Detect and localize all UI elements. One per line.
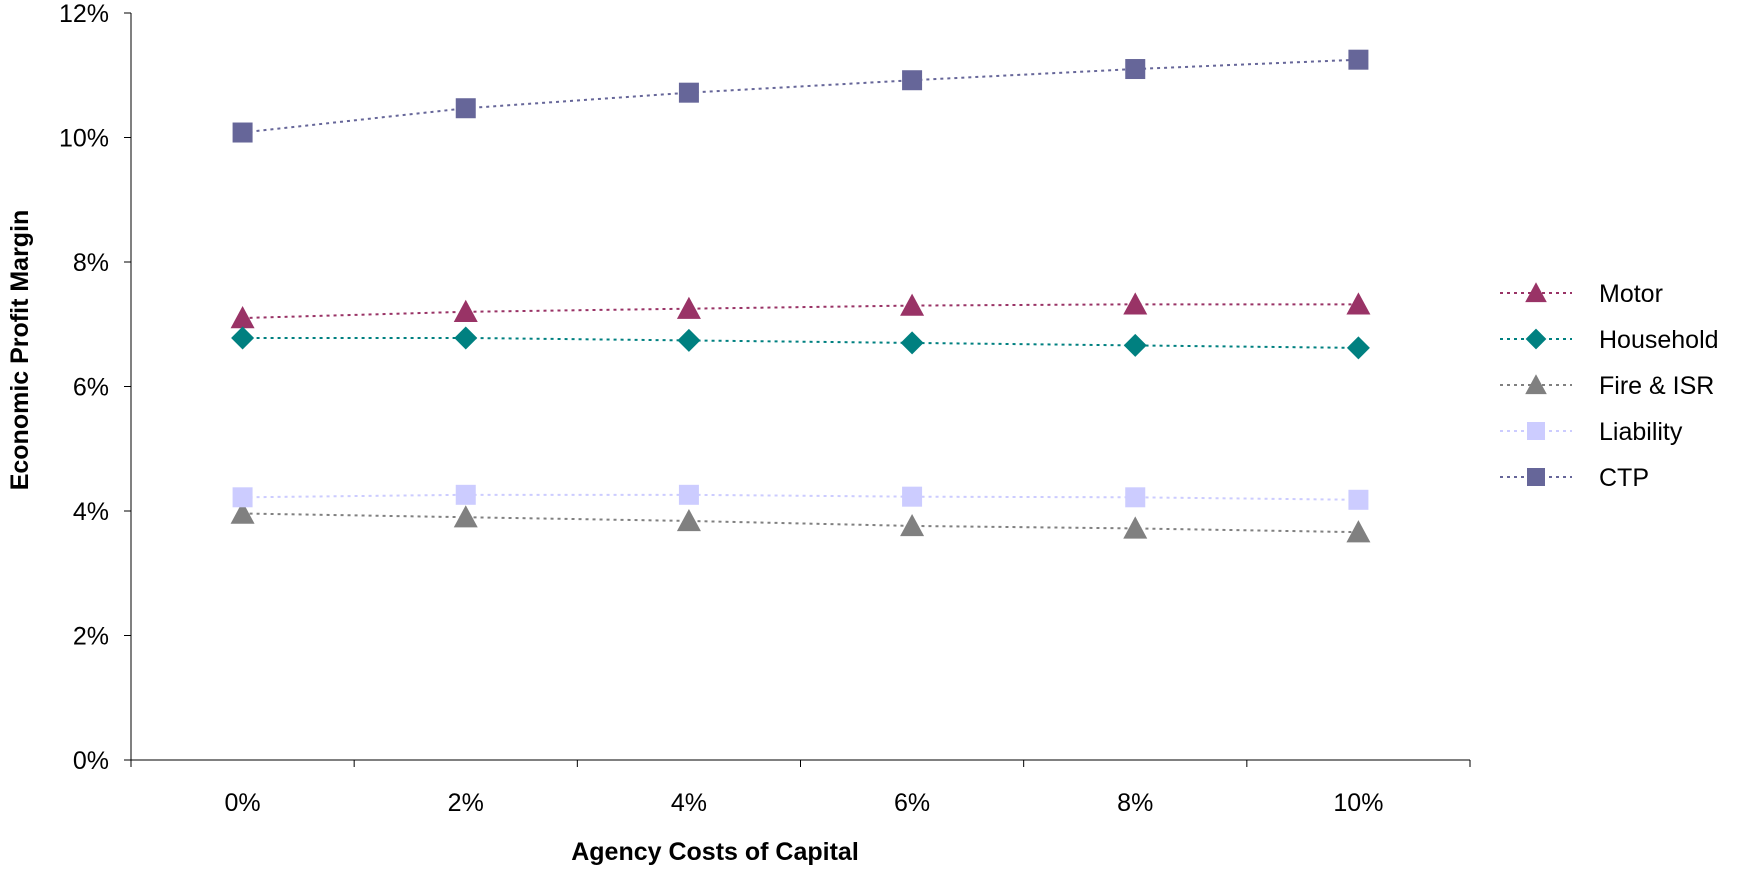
data-point-ctp (1125, 59, 1146, 80)
data-point-household (454, 326, 478, 350)
x-tick-label: 0% (225, 789, 261, 817)
data-point-liability (455, 484, 476, 505)
data-point-motor (676, 296, 701, 319)
series-line-liability (242, 493, 1359, 501)
series-line-household (242, 336, 1359, 349)
x-tick-label: 8% (1117, 789, 1153, 817)
data-point-ctp (678, 82, 699, 103)
data-point-motor (453, 299, 478, 322)
series-ctp (232, 49, 1369, 143)
axes: 0% 2% 4% 6% 8% 10% 12% 0% 2% 4% 6% 8% 10% (59, 0, 1471, 817)
y-tick-label: 10% (59, 125, 109, 153)
data-point-liability (232, 487, 253, 508)
series-fire-isr (230, 501, 1371, 543)
y-tick-label: 0% (73, 747, 109, 775)
y-tick-label: 8% (73, 249, 109, 277)
data-point-ctp (232, 122, 253, 143)
y-axis-title: Economic Profit Margin (6, 210, 34, 491)
data-point-fire-isr (1123, 516, 1148, 539)
data-point-fire-isr (1346, 520, 1371, 543)
x-tick-label: 6% (894, 789, 930, 817)
legend-marker (1525, 328, 1547, 350)
legend-item-fire-isr: Fire & ISR (1500, 372, 1714, 400)
legend-item-liability: Liability (1500, 418, 1683, 446)
data-point-ctp (1348, 49, 1369, 70)
x-tick-label: 2% (448, 789, 484, 817)
series-liability (232, 484, 1369, 510)
series-household (231, 326, 1370, 360)
data-point-household (677, 328, 701, 352)
legend: Motor Household Fire & ISR Liability CTP (1500, 280, 1719, 492)
legend-marker (1527, 422, 1545, 440)
x-tick-label: 10% (1333, 789, 1383, 817)
series-line-fire-isr (242, 512, 1359, 534)
data-point-liability (1348, 489, 1369, 510)
legend-item-ctp: CTP (1500, 464, 1649, 492)
series-line-motor (242, 303, 1359, 320)
data-point-liability (1125, 487, 1146, 508)
legend-label: Motor (1599, 280, 1663, 308)
data-point-household (900, 331, 924, 355)
data-point-liability (678, 484, 699, 505)
data-point-ctp (455, 98, 476, 119)
legend-marker (1525, 282, 1547, 303)
legend-marker (1527, 468, 1545, 486)
data-point-motor (900, 293, 925, 316)
data-point-fire-isr (230, 501, 255, 524)
legend-item-household: Household (1500, 326, 1719, 354)
legend-label: Fire & ISR (1599, 372, 1714, 400)
legend-item-motor: Motor (1500, 280, 1663, 308)
data-point-ctp (902, 70, 923, 91)
x-tick-label: 4% (671, 789, 707, 817)
legend-label: Liability (1599, 418, 1683, 446)
legend-label: Household (1599, 326, 1719, 354)
data-point-household (231, 326, 255, 350)
data-point-fire-isr (453, 505, 478, 528)
data-point-household (1346, 336, 1370, 360)
data-point-motor (1123, 292, 1148, 315)
y-tick-label: 2% (73, 623, 109, 651)
y-tick-label: 12% (59, 0, 109, 28)
data-point-motor (230, 306, 255, 329)
legend-marker (1525, 374, 1547, 395)
data-point-fire-isr (900, 513, 925, 537)
data-point-motor (1346, 292, 1371, 315)
legend-label: CTP (1599, 464, 1649, 492)
y-tick-label: 4% (73, 498, 109, 526)
series-group (230, 49, 1371, 543)
y-tick-label: 6% (73, 374, 109, 402)
series-line-ctp (242, 58, 1359, 134)
series-motor (230, 292, 1371, 329)
data-point-liability (902, 486, 923, 507)
data-point-fire-isr (676, 508, 701, 532)
x-axis-title: Agency Costs of Capital (571, 838, 859, 866)
data-point-household (1123, 333, 1147, 357)
